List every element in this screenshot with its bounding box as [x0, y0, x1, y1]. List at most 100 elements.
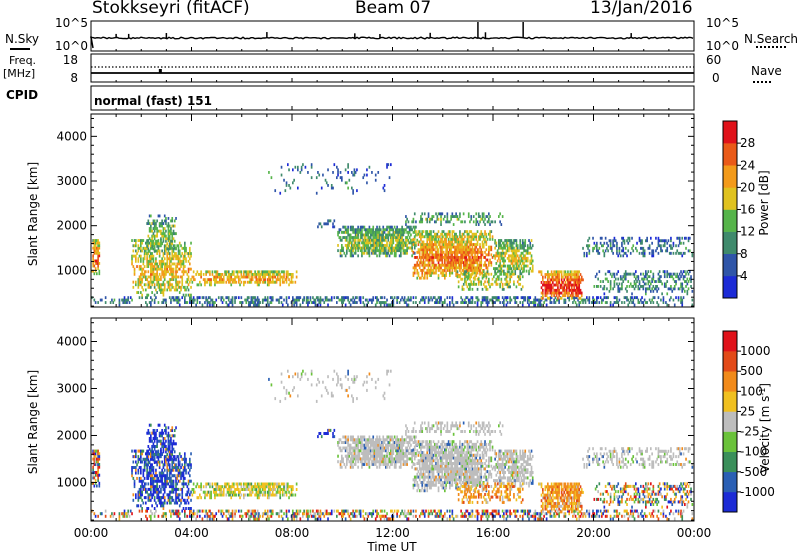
- echo-cell: [369, 512, 372, 516]
- echo-cell: [549, 273, 552, 276]
- echo-cell: [204, 301, 206, 304]
- echo-cell: [383, 184, 386, 187]
- echo-cell: [459, 256, 461, 259]
- echo-cell: [526, 514, 529, 518]
- echo-cell: [400, 228, 402, 232]
- echo-cell: [661, 249, 663, 253]
- echo-cell: [344, 509, 347, 513]
- echo-cell: [189, 293, 191, 297]
- echo-cell: [519, 259, 522, 263]
- echo-cell: [514, 262, 517, 265]
- echo-cell: [163, 272, 166, 276]
- echo-cell: [222, 298, 225, 302]
- echo-cell: [469, 220, 471, 224]
- echo-cell: [501, 254, 504, 258]
- echo-cell: [636, 249, 638, 253]
- echo-cell: [529, 244, 532, 248]
- echo-cell: [564, 301, 567, 304]
- echo-cell: [235, 296, 238, 300]
- echo-cell: [548, 288, 550, 292]
- echo-cell: [609, 246, 612, 250]
- echo-cell: [254, 517, 256, 521]
- echo-cell: [398, 236, 401, 239]
- echo-cell: [611, 275, 613, 279]
- echo-cell: [580, 275, 583, 279]
- echo-cell: [353, 168, 356, 172]
- echo-cell: [635, 296, 637, 300]
- echo-cell: [550, 270, 553, 274]
- echo-cell: [420, 217, 422, 221]
- echo-cell: [544, 286, 547, 290]
- echo-cell: [293, 303, 295, 307]
- echo-cell: [482, 235, 485, 239]
- echo-cell: [616, 241, 618, 245]
- echo-cell: [423, 301, 426, 304]
- echo-cell: [353, 236, 356, 239]
- echo-cell: [501, 296, 504, 300]
- echo-cell: [436, 235, 439, 239]
- echo-cell: [462, 240, 465, 244]
- echo-cell: [500, 256, 503, 260]
- nsky-label: N.Sky: [5, 32, 40, 46]
- echo-cell: [658, 275, 661, 279]
- echo-cell: [411, 220, 413, 224]
- echo-cell: [285, 275, 288, 279]
- echo-cell: [538, 514, 540, 518]
- echo-cell: [460, 250, 462, 254]
- echo-cell: [447, 220, 450, 224]
- echo-cell: [467, 212, 470, 216]
- echo-cell: [602, 244, 604, 248]
- echo-cell: [192, 301, 195, 304]
- echo-cell: [185, 270, 187, 274]
- echo-cell: [148, 257, 151, 261]
- echo-cell: [475, 243, 478, 246]
- echo-cell: [155, 262, 157, 266]
- echo-cell: [187, 252, 190, 255]
- echo-cell: [477, 235, 480, 239]
- echo-cell: [135, 257, 137, 261]
- echo-cell: [490, 263, 493, 267]
- echo-cell: [553, 283, 555, 287]
- echo-cell: [138, 283, 141, 287]
- echo-cell: [219, 275, 221, 279]
- echo-cell: [499, 246, 501, 250]
- echo-cell: [165, 262, 167, 266]
- echo-cell: [498, 269, 500, 273]
- echo-cell: [462, 237, 465, 241]
- echo-cell: [547, 275, 549, 279]
- echo-cell: [135, 239, 137, 242]
- echo-cell: [150, 267, 152, 271]
- echo-cell: [368, 238, 371, 242]
- echo-cell: [150, 246, 152, 250]
- echo-cell: [145, 296, 147, 300]
- echo-cell: [428, 258, 431, 262]
- echo-cell: [133, 239, 136, 242]
- echo-cell: [184, 252, 186, 255]
- echo-cell: [622, 254, 625, 258]
- echo-cell: [373, 244, 376, 247]
- echo-cell: [206, 514, 209, 518]
- echo-cell: [444, 266, 446, 270]
- echo-cell: [222, 280, 225, 284]
- echo-cell: [153, 285, 156, 289]
- echo-cell: [455, 258, 457, 262]
- echo-cell: [579, 301, 582, 304]
- echo-cell: [441, 240, 444, 244]
- echo-cell: [346, 509, 348, 513]
- echo-cell: [462, 272, 465, 276]
- echo-cell: [542, 294, 544, 298]
- echo-cell: [564, 275, 567, 279]
- echo-cell: [93, 259, 96, 263]
- echo-cell: [166, 280, 169, 284]
- echo-cell: [553, 291, 555, 295]
- echo-cell: [428, 253, 431, 257]
- echo-cell: [400, 512, 402, 516]
- echo-cell: [283, 178, 285, 182]
- echo-cell: [477, 280, 480, 284]
- echo-cell: [275, 298, 278, 302]
- echo-cell: [171, 257, 174, 261]
- echo-cell: [567, 273, 569, 276]
- echo-cell: [281, 278, 284, 282]
- echo-cell: [531, 264, 534, 268]
- echo-cell: [579, 296, 582, 300]
